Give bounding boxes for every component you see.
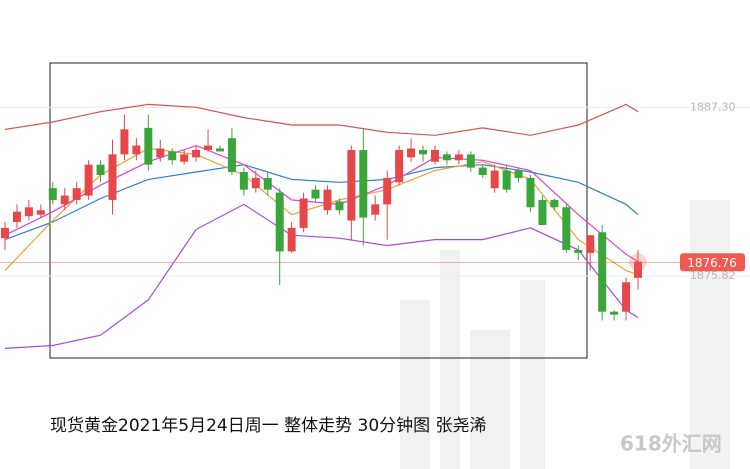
candle-body <box>383 177 392 205</box>
candle-body <box>192 149 201 158</box>
y-tick-label: 1887.30 <box>690 100 736 113</box>
candle-body <box>634 261 642 278</box>
candle-body <box>371 204 380 215</box>
candle-body <box>550 199 559 208</box>
candle-body <box>48 188 57 200</box>
candle-body <box>490 170 499 189</box>
last-price-label: 1876.76 <box>687 256 737 270</box>
highlight-box <box>49 62 588 359</box>
candle-body <box>466 154 475 168</box>
candle-body <box>323 189 332 211</box>
candle-body <box>239 172 248 190</box>
indicator-line <box>4 103 639 136</box>
watermark: 618外汇网 <box>620 432 722 456</box>
candle-body <box>454 154 463 161</box>
candle-body <box>96 164 105 175</box>
candle-body <box>144 127 153 165</box>
candle-body <box>562 207 571 250</box>
candle-body <box>227 138 236 173</box>
candle-body <box>407 148 416 158</box>
candle-body <box>430 149 439 162</box>
candle-body <box>36 210 45 215</box>
background-decor <box>400 200 730 469</box>
candle-body <box>538 199 547 225</box>
caption: 现货黄金2021年5月24日周一 整体走势 30分钟图 张尧浠 <box>50 416 487 436</box>
candle-body <box>622 282 631 312</box>
candle-body <box>335 201 344 211</box>
candle-body <box>514 170 523 178</box>
candle-body <box>526 177 535 208</box>
candle-body <box>419 149 428 155</box>
candle-body <box>442 154 451 161</box>
candle-body <box>287 227 296 252</box>
candle-body <box>215 148 224 152</box>
candle-body <box>395 149 404 183</box>
candle-body <box>359 149 368 218</box>
last-price-badge <box>680 253 745 272</box>
candle-body <box>1 227 9 239</box>
candle-body <box>610 311 619 315</box>
candle-body <box>12 211 21 223</box>
candle-body <box>275 192 284 252</box>
candle-body <box>574 249 583 253</box>
candle-body <box>263 177 272 190</box>
candle-body <box>60 195 69 205</box>
candle-body <box>120 129 129 155</box>
candle-body <box>132 145 141 155</box>
last-price-glow <box>629 253 647 272</box>
candle-body <box>24 207 33 217</box>
y-tick-label: 1875.82 <box>690 269 736 282</box>
candle-body <box>299 198 308 228</box>
candle-body <box>502 170 511 190</box>
candle-body <box>108 154 117 200</box>
candle-body <box>478 167 487 175</box>
candle-body <box>251 177 260 189</box>
candle-body <box>586 235 595 253</box>
candle-body <box>311 189 320 199</box>
candle-body <box>204 145 213 150</box>
candle-body <box>156 148 165 158</box>
candle-body <box>72 188 81 200</box>
candle-body <box>84 164 93 196</box>
candle-body <box>180 154 189 162</box>
candle-body <box>347 149 356 221</box>
candle-body <box>598 232 607 312</box>
candle-body <box>168 151 177 161</box>
